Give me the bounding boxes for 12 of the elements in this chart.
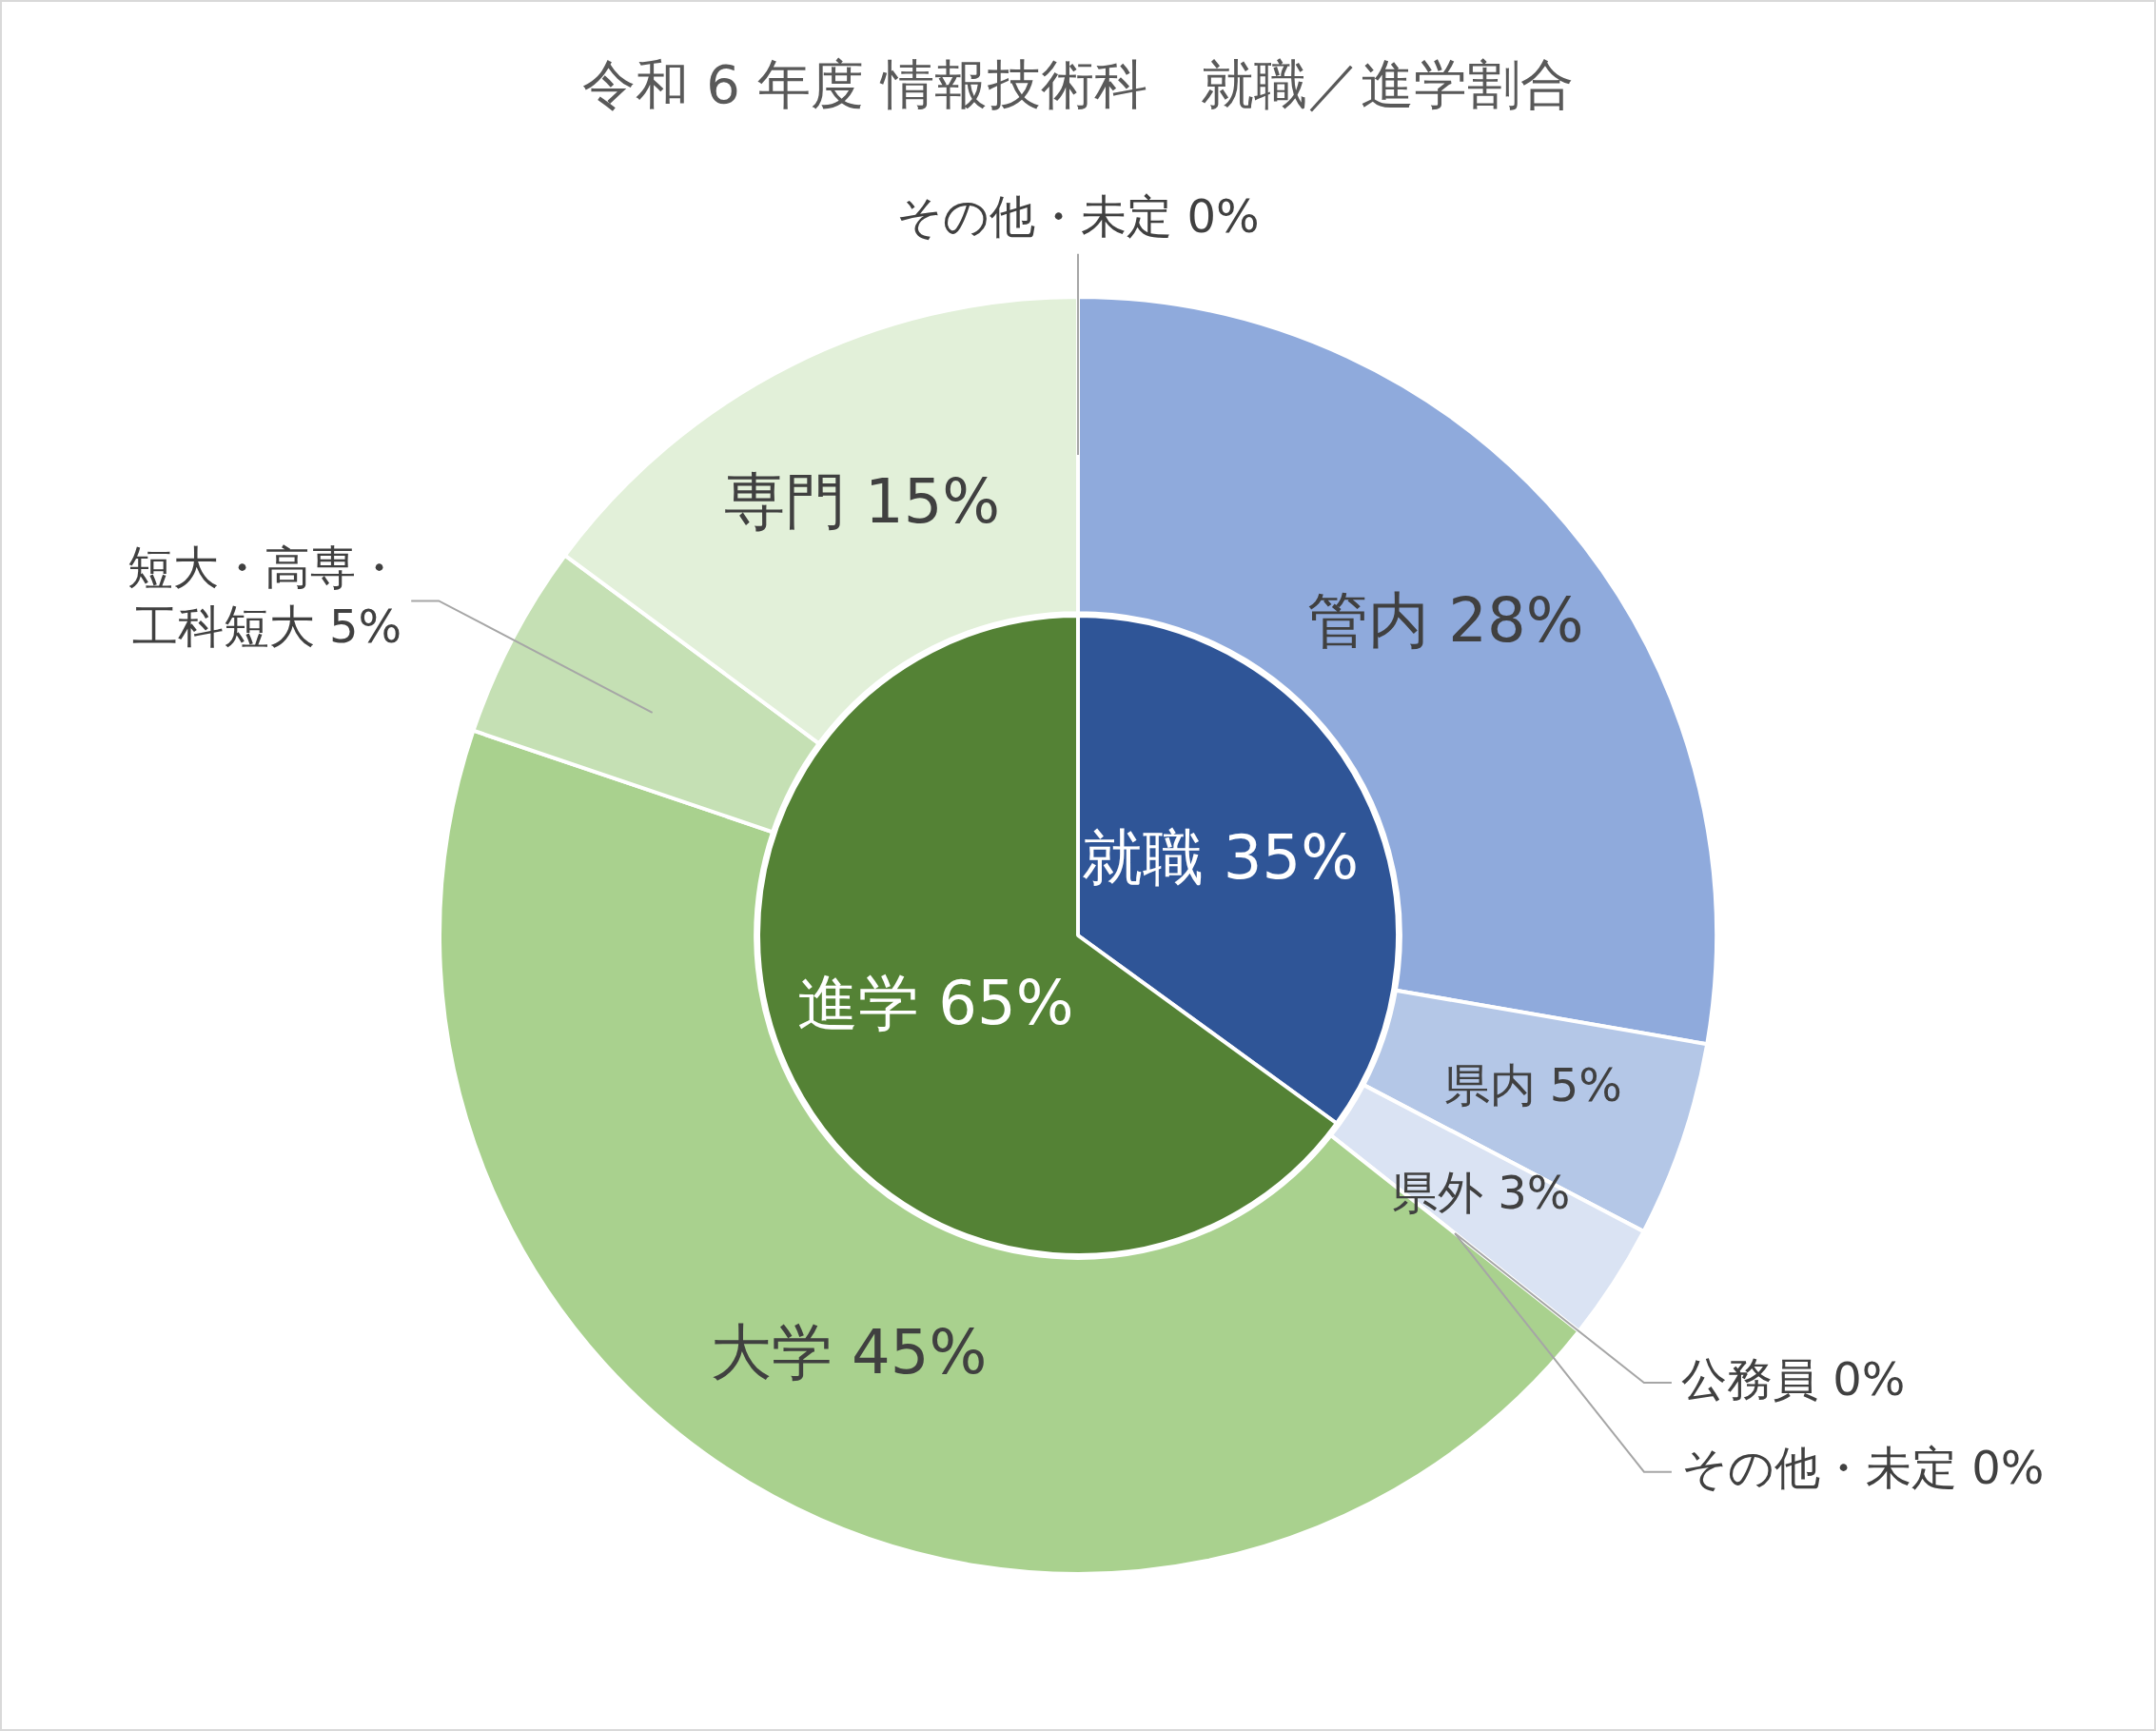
- slice-label: 専門 15%: [723, 465, 1001, 537]
- slice-label: 短大・高専・工科短大 5%: [127, 540, 402, 654]
- category-label: 公務員 0%: [1680, 1351, 1906, 1406]
- chart-title: 令和 6 年度 情報技術科 就職／進学割合: [582, 53, 1574, 116]
- slice-label: 県外 3%: [1391, 1166, 1571, 1220]
- category-label: その他・未定 0%: [896, 188, 1260, 243]
- slice-label: 大学 45%: [710, 1317, 988, 1388]
- slice-label: 就職 35%: [1082, 822, 1359, 894]
- slice-label: 進学 65%: [797, 967, 1074, 1038]
- category-label: その他・未定 0%: [1680, 1441, 2045, 1495]
- slice-label: 県内 5%: [1443, 1058, 1622, 1112]
- slice-label: 管内 28%: [1306, 585, 1584, 657]
